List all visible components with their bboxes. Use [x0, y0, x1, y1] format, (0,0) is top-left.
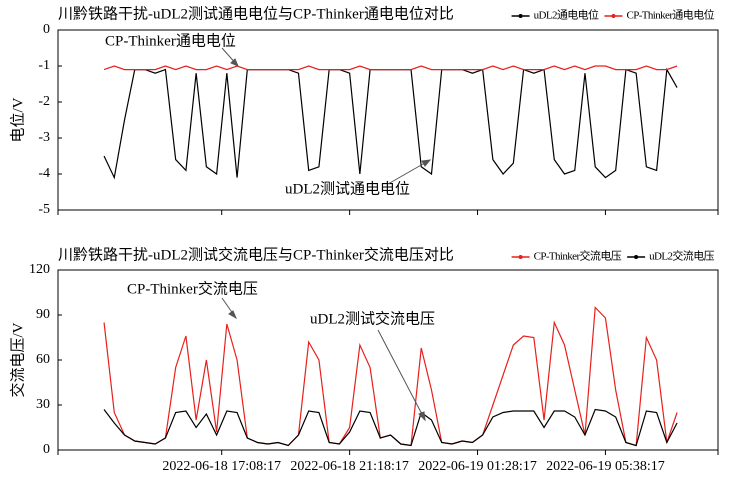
y-axis-label: 交流电压/V [8, 322, 26, 397]
x-tick-label: 2022-06-19 05:38:17 [546, 459, 665, 474]
annotation-arrow [387, 159, 431, 185]
y-tick-label: -5 [38, 202, 50, 217]
plot-frame [57, 29, 719, 211]
data-line [103, 65, 678, 71]
data-line [103, 67, 678, 180]
chart-title: 川黔铁路干扰-uDL2测试通电电位与CP-Thinker通电电位对比 [58, 5, 454, 22]
data-line [103, 306, 678, 447]
x-tick-label: 2022-06-18 21:18:17 [290, 459, 409, 474]
y-tick-label: -4 [38, 166, 50, 181]
y-tick-label: 0 [43, 442, 50, 457]
chart-title: 川黔铁路干扰-uDL2测试交流电压与CP-Thinker交流电压对比 [58, 245, 454, 263]
legend-label: CP-Thinker交流电压 [534, 249, 622, 263]
annotation: CP-Thinker交流电压 [127, 279, 258, 297]
annotation-arrow [377, 329, 426, 421]
x-tick-label: 2022-06-19 01:28:17 [418, 459, 537, 474]
y-tick-label: 90 [36, 307, 50, 322]
legend-label: uDL2通电电位 [534, 8, 599, 22]
annotation: CP-Thinker通电电位 [105, 32, 236, 49]
y-tick-label: 0 [43, 22, 50, 37]
x-tick-label: 2022-06-18 17:08:17 [162, 459, 281, 474]
y-tick-label: 120 [29, 262, 50, 277]
legend-label: uDL2交流电压 [649, 249, 714, 263]
legend-marker [518, 255, 523, 259]
plot-frame [57, 269, 719, 451]
y-tick-label: -2 [38, 94, 50, 109]
arrow-head [230, 58, 239, 67]
annotation: uDL2测试交流电压 [310, 309, 435, 327]
data-line [103, 408, 678, 447]
y-axis-label: 电位/V [9, 97, 26, 142]
y-tick-label: -1 [38, 58, 50, 73]
legend-marker [518, 14, 523, 18]
arrows [221, 47, 432, 422]
panel: 川黔铁路干扰-uDL2测试交流电压与CP-Thinker交流电压对比交流电压/V… [8, 245, 719, 474]
arrow-head [421, 159, 432, 167]
legend-label: CP-Thinker通电电位 [626, 8, 714, 22]
y-tick-label: 30 [36, 397, 50, 412]
arrow-head [418, 411, 426, 422]
y-tick-label: -3 [38, 130, 50, 145]
legend-marker [634, 255, 639, 259]
legend-marker [611, 14, 616, 18]
arrow-head [228, 310, 238, 320]
y-tick-label: 60 [36, 352, 50, 367]
annotation: uDL2测试通电电位 [285, 180, 410, 197]
